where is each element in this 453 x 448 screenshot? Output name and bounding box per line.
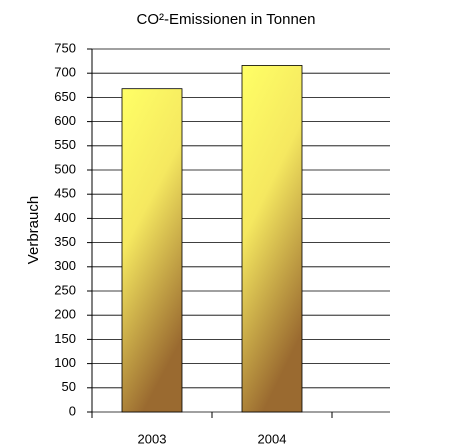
y-tick-label: 600 xyxy=(54,113,76,128)
bar xyxy=(121,88,183,413)
y-tick-label: 450 xyxy=(54,186,76,201)
y-tick-label: 100 xyxy=(54,355,76,370)
y-tick-label: 750 xyxy=(54,40,76,55)
y-tick-label: 300 xyxy=(54,258,76,273)
bar xyxy=(241,65,303,413)
y-tick-label: 550 xyxy=(54,137,76,152)
y-tick-label: 150 xyxy=(54,331,76,346)
chart-title: CO²-Emissionen in Tonnen xyxy=(137,11,316,28)
y-tick-label: 250 xyxy=(54,282,76,297)
y-tick-label: 0 xyxy=(69,403,76,418)
y-tick-label: 50 xyxy=(62,379,76,394)
y-tick-label: 350 xyxy=(54,234,76,249)
x-tick-label: 2004 xyxy=(258,431,287,446)
y-tick-label: 200 xyxy=(54,307,76,322)
y-axis-label: Verbrauch xyxy=(25,196,42,264)
y-tick-label: 700 xyxy=(54,65,76,80)
y-tick-label: 650 xyxy=(54,89,76,104)
x-tick-label: 2003 xyxy=(138,431,167,446)
y-tick-label: 400 xyxy=(54,210,76,225)
y-tick-label: 500 xyxy=(54,161,76,176)
